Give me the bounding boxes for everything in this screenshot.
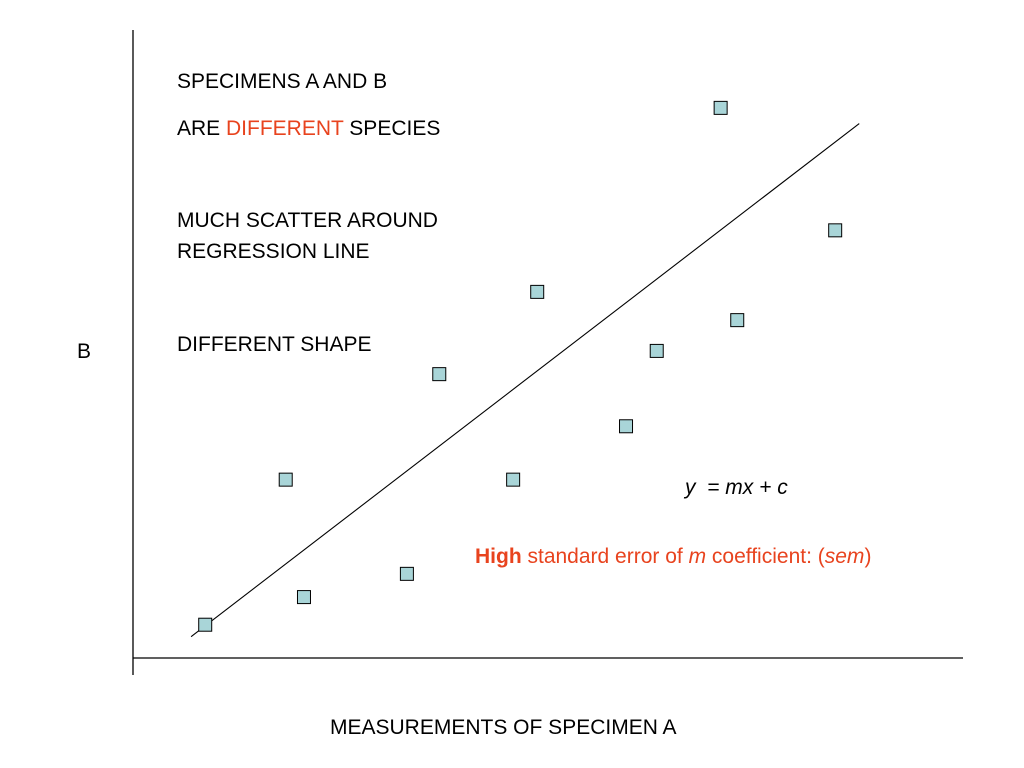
regression-equation: y = mx + c <box>685 476 788 500</box>
data-point-7 <box>530 284 545 299</box>
data-point-12 <box>828 223 843 238</box>
annotation-different-species: ARE DIFFERENT SPECIES <box>177 117 440 141</box>
data-point-11 <box>713 100 728 115</box>
annotation-different-highlight: DIFFERENT <box>226 117 344 140</box>
annotation-specimens: SPECIMENS A AND B <box>177 70 388 93</box>
sem-text2: coefficient: ( <box>706 545 825 568</box>
annotation-are: ARE <box>177 117 227 140</box>
sem-text3: ) <box>864 545 872 568</box>
equation-equals: = <box>707 476 720 499</box>
annotation-regression-line: REGRESSION LINE <box>177 240 370 263</box>
standard-error-note: High standard error of m coefficient: (s… <box>475 545 871 569</box>
data-point-6 <box>506 472 521 487</box>
sem-text1: standard error of <box>521 545 689 568</box>
data-point-8 <box>619 419 634 434</box>
data-point-1 <box>198 617 213 632</box>
y-axis-label: B <box>77 340 92 363</box>
data-point-10 <box>730 313 745 328</box>
sem-sem: sem <box>824 545 865 568</box>
regression-line <box>190 123 860 638</box>
x-axis-label: MEASUREMENTS OF SPECIMEN A <box>330 716 677 739</box>
equation-y: y <box>685 476 696 499</box>
sem-high: High <box>475 545 522 568</box>
annotation-different-shape: DIFFERENT SHAPE <box>177 333 372 356</box>
data-point-5 <box>432 367 447 382</box>
data-points <box>198 100 843 632</box>
data-point-9 <box>649 343 664 358</box>
sem-m: m <box>688 545 707 568</box>
data-point-4 <box>399 566 414 581</box>
data-point-2 <box>278 472 293 487</box>
annotation-scatter: MUCH SCATTER AROUND <box>177 209 438 232</box>
annotation-species: SPECIES <box>343 117 441 140</box>
data-point-3 <box>296 590 311 605</box>
equation-rhs: mx + c <box>725 476 788 499</box>
